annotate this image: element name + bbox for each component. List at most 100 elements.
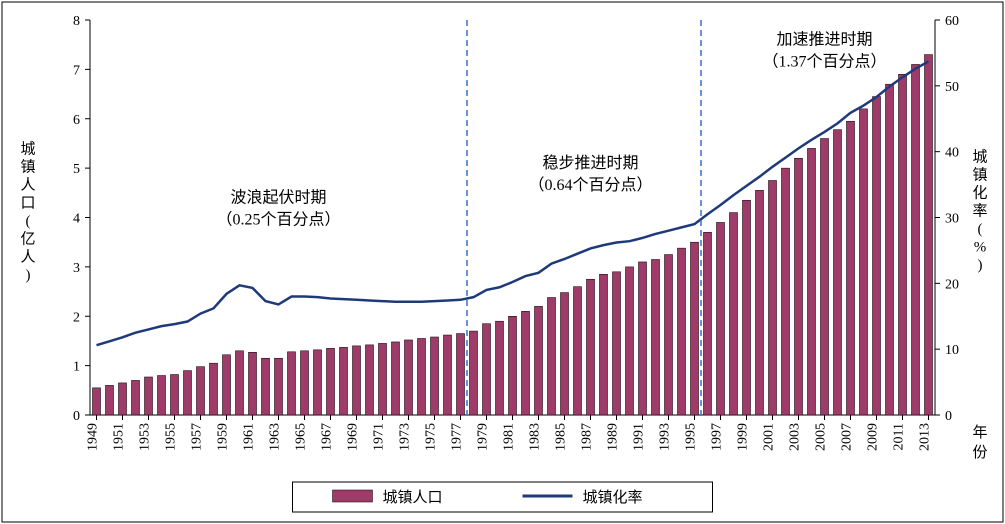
bar: [118, 383, 126, 415]
bar: [365, 345, 373, 415]
bar: [274, 358, 282, 415]
x-tick-label: 1983: [528, 423, 543, 451]
y-right-label-char: %: [974, 240, 987, 256]
x-tick-label: 2009: [866, 423, 881, 451]
annotation-line1: 稳步推进时期: [542, 154, 638, 172]
bar: [534, 306, 542, 415]
bar: [105, 385, 113, 415]
bar: [131, 380, 139, 415]
bar: [339, 347, 347, 415]
bar: [807, 148, 815, 415]
bar: [482, 324, 490, 415]
chart-svg: 0123456780102030405060194919511953195519…: [0, 0, 1005, 524]
y-left-tick-label: 7: [73, 63, 80, 78]
bar: [911, 64, 919, 415]
y-left-tick-label: 1: [73, 360, 80, 375]
x-tick-label: 1997: [710, 423, 725, 451]
bar: [469, 331, 477, 415]
y-right-tick-label: 50: [945, 80, 959, 95]
y-left-label-char: 镇: [20, 159, 35, 176]
bar: [235, 351, 243, 415]
bar: [703, 232, 711, 415]
x-tick-label: 1957: [190, 423, 205, 451]
bar: [508, 316, 516, 415]
x-tick-label: 1999: [736, 423, 751, 451]
bar: [586, 279, 594, 415]
x-tick-label: 1991: [632, 423, 647, 451]
y-left-label-char: 城: [20, 141, 35, 158]
x-tick-label: 1955: [164, 423, 179, 451]
annotation-line2: （1.37个百分点）: [762, 53, 886, 71]
x-tick-label: 1995: [684, 423, 699, 451]
bar: [404, 340, 412, 415]
bar: [677, 248, 685, 415]
bar: [222, 355, 230, 415]
bar: [716, 222, 724, 415]
bar: [196, 367, 204, 415]
bar: [625, 267, 633, 415]
bar: [391, 342, 399, 415]
bar: [924, 55, 932, 415]
bar: [768, 180, 776, 415]
y-right-tick-label: 10: [945, 343, 959, 358]
x-tick-label: 1949: [86, 423, 101, 451]
bar: [313, 350, 321, 415]
y-left-label-char: 人: [20, 249, 35, 266]
y-left-label-char: 亿: [20, 231, 35, 248]
annotation-line2: （0.25个百分点）: [216, 211, 340, 229]
bar: [443, 335, 451, 415]
bar: [859, 109, 867, 415]
x-tick-label: 1961: [242, 423, 257, 451]
bar: [92, 388, 100, 415]
y-right-tick-label: 0: [945, 409, 952, 424]
x-tick-label: 1977: [450, 423, 465, 451]
bar: [547, 297, 555, 415]
y-left-tick-label: 0: [73, 409, 80, 424]
x-tick-label: 1987: [580, 423, 595, 451]
bar: [820, 139, 828, 416]
bar: [352, 346, 360, 415]
bar: [521, 311, 529, 415]
bar: [261, 358, 269, 415]
annotation-line2: （0.64个百分点）: [528, 176, 652, 194]
bar: [664, 255, 672, 415]
x-tick-label: 1979: [476, 423, 491, 451]
y-left-tick-label: 4: [73, 212, 80, 227]
bar: [248, 352, 256, 415]
y-right-label-char: 率: [972, 203, 987, 220]
legend-bar-label: 城镇人口: [383, 489, 443, 506]
x-tick-label: 1963: [268, 423, 283, 451]
bar: [417, 338, 425, 415]
x-tick-label: 1975: [424, 423, 439, 451]
y-right-tick-label: 30: [945, 212, 959, 227]
bar: [729, 213, 737, 415]
bar: [495, 321, 503, 415]
y-left-label-char: ): [26, 268, 31, 284]
bar: [209, 363, 217, 415]
x-label-char: 年: [972, 424, 987, 441]
x-tick-label: 1973: [398, 423, 413, 451]
chart-container: 0123456780102030405060194919511953195519…: [0, 0, 1005, 524]
bar: [456, 334, 464, 415]
y-left-tick-label: 8: [73, 14, 80, 29]
bar: [170, 375, 178, 415]
annotation-line1: 波浪起伏时期: [230, 189, 326, 207]
bar: [742, 200, 750, 415]
y-right-label-char: (: [978, 222, 983, 238]
x-tick-label: 1953: [138, 423, 153, 451]
x-tick-label: 1993: [658, 423, 673, 451]
bar: [573, 287, 581, 415]
y-left-label-char: 口: [20, 196, 35, 212]
x-tick-label: 1959: [216, 423, 231, 451]
line-series: [97, 61, 929, 345]
bar: [781, 168, 789, 415]
y-right-tick-label: 40: [945, 146, 959, 161]
x-tick-label: 1969: [346, 423, 361, 451]
x-tick-label: 1967: [320, 423, 335, 451]
bar: [430, 337, 438, 415]
x-label-char: 份: [972, 444, 987, 461]
x-tick-label: 1989: [606, 423, 621, 451]
bar: [690, 242, 698, 415]
x-tick-label: 2013: [918, 423, 933, 451]
bar: [638, 262, 646, 415]
